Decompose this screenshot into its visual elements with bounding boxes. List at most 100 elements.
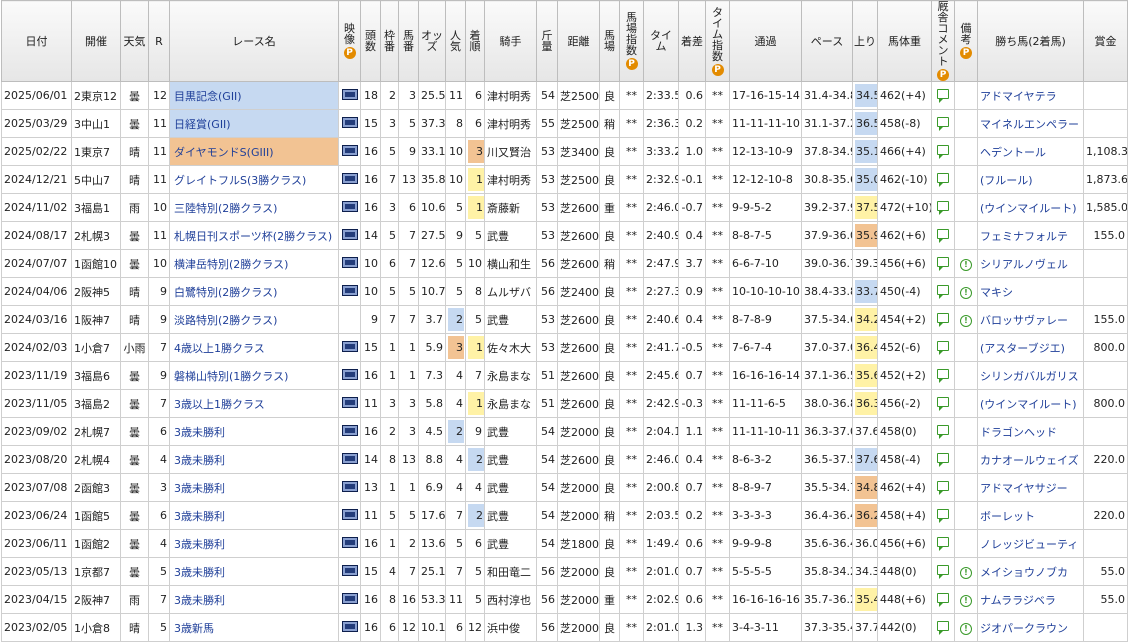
comment-icon[interactable] [937, 565, 949, 579]
link[interactable]: 横津岳特別(2勝クラス) [174, 257, 289, 271]
link[interactable]: バロッサヴァレー [980, 313, 1068, 327]
link[interactable]: シリンガバルガリス [980, 369, 1079, 383]
cell: 札幌日刊スポーツ杯(2勝クラス) [169, 221, 339, 250]
video-icon[interactable] [341, 200, 358, 212]
cell-text: 稍 [604, 509, 615, 523]
video-icon[interactable] [341, 172, 358, 184]
video-icon[interactable] [341, 256, 358, 268]
link[interactable]: 磐梯山特別(1勝クラス) [174, 369, 289, 383]
cell: ** [619, 585, 644, 614]
link[interactable]: 4歳以上1勝クラス [174, 341, 265, 355]
link[interactable]: シリアルノヴェル [980, 257, 1068, 271]
link[interactable]: カナオールウェイズ [980, 453, 1079, 467]
comment-icon[interactable] [937, 229, 949, 243]
note-icon[interactable]: ! [960, 594, 972, 607]
comment-icon[interactable] [937, 621, 949, 635]
video-icon[interactable] [341, 508, 358, 520]
link[interactable]: (フルール) [980, 173, 1033, 187]
comment-icon[interactable] [937, 369, 949, 383]
link[interactable]: 3歳未勝利 [174, 593, 225, 607]
video-icon[interactable] [341, 116, 358, 128]
comment-icon[interactable] [937, 481, 949, 495]
link[interactable]: フェミナフォルテ [980, 229, 1068, 243]
link[interactable]: マイネルエンペラー [980, 117, 1079, 131]
link[interactable]: 3歳以上1勝クラス [174, 397, 265, 411]
link[interactable]: 3歳未勝利 [174, 481, 225, 495]
comment-icon[interactable] [937, 397, 949, 411]
link[interactable]: 目黒記念(GII) [174, 89, 242, 103]
video-icon[interactable] [341, 144, 358, 156]
note-icon[interactable]: ! [960, 314, 972, 327]
cell-text: ** [712, 313, 723, 326]
link[interactable]: ドラゴンヘッド [980, 425, 1057, 439]
link[interactable]: 3歳未勝利 [174, 565, 225, 579]
link[interactable]: ノレッジビューティ [980, 537, 1079, 551]
cell: 7 [148, 389, 170, 418]
link[interactable]: 3歳新馬 [174, 621, 214, 635]
link[interactable]: 淡路特別(2勝クラス) [174, 313, 278, 327]
comment-icon[interactable] [937, 509, 949, 523]
note-icon[interactable]: ! [960, 622, 972, 635]
cell: 1 [398, 361, 419, 390]
comment-icon[interactable] [937, 145, 949, 159]
cell-text: 良 [604, 481, 615, 495]
link[interactable]: 札幌日刊スポーツ杯(2勝クラス) [174, 229, 333, 243]
link[interactable]: 3歳未勝利 [174, 453, 225, 467]
video-icon[interactable] [341, 452, 358, 464]
link[interactable]: グレイトフルS(3勝クラス) [174, 173, 307, 187]
cell-text: 10 [364, 257, 378, 270]
comment-icon[interactable] [937, 201, 949, 215]
link[interactable]: 3歳未勝利 [174, 509, 225, 523]
link[interactable]: (ウインマイルート) [980, 201, 1077, 215]
link[interactable]: ダイヤモンドS(GIII) [174, 145, 274, 159]
video-icon[interactable] [341, 368, 358, 380]
comment-icon[interactable] [937, 537, 949, 551]
video-icon[interactable] [341, 396, 358, 408]
note-icon[interactable]: ! [960, 566, 972, 579]
link[interactable]: ナムララジベラ [980, 593, 1056, 607]
cell: 曇 [120, 473, 149, 502]
video-icon[interactable] [341, 480, 358, 492]
link[interactable]: (ウインマイルート) [980, 397, 1077, 411]
link[interactable]: 白鷺特別(2勝クラス) [174, 285, 278, 299]
comment-icon[interactable] [937, 313, 949, 327]
link[interactable]: 3歳未勝利 [174, 537, 225, 551]
cell-text: 1.1 [685, 425, 704, 438]
comment-icon[interactable] [937, 257, 949, 271]
cell-text: 220.0 [1093, 509, 1126, 522]
link[interactable]: アドマイヤテラ [980, 89, 1057, 103]
video-icon[interactable] [341, 340, 358, 352]
video-icon[interactable] [341, 284, 358, 296]
comment-icon[interactable] [937, 425, 949, 439]
video-icon[interactable] [341, 536, 358, 548]
link[interactable]: 日経賞(GII) [174, 117, 231, 131]
link[interactable]: 3歳未勝利 [174, 425, 225, 439]
link[interactable]: メイショウノブカ [980, 565, 1068, 579]
video-icon[interactable] [341, 424, 358, 436]
link[interactable]: マキシ [980, 285, 1013, 299]
comment-icon[interactable] [937, 89, 949, 103]
video-icon[interactable] [341, 228, 358, 240]
video-icon[interactable] [341, 592, 358, 604]
link[interactable]: ジオパークラウン [980, 621, 1068, 635]
comment-icon[interactable] [937, 453, 949, 467]
note-icon[interactable]: ! [960, 286, 972, 299]
cell-text: 芝2500 [560, 117, 599, 131]
cell-text: ** [626, 313, 637, 326]
link[interactable]: (アスターブジエ) [980, 341, 1065, 355]
link[interactable]: アドマイヤサジー [980, 481, 1068, 495]
cell: 3 [398, 81, 419, 110]
link[interactable]: ボーレット [980, 509, 1035, 523]
comment-icon[interactable] [937, 117, 949, 131]
video-icon[interactable] [341, 620, 358, 632]
comment-icon[interactable] [937, 173, 949, 187]
note-icon[interactable]: ! [960, 258, 972, 271]
cell: 15 [360, 333, 381, 362]
video-icon[interactable] [341, 564, 358, 576]
comment-icon[interactable] [937, 593, 949, 607]
video-icon[interactable] [341, 88, 358, 100]
comment-icon[interactable] [937, 341, 949, 355]
comment-icon[interactable] [937, 285, 949, 299]
link[interactable]: 三陸特別(2勝クラス) [174, 201, 278, 215]
link[interactable]: ヘデントール [980, 145, 1046, 159]
